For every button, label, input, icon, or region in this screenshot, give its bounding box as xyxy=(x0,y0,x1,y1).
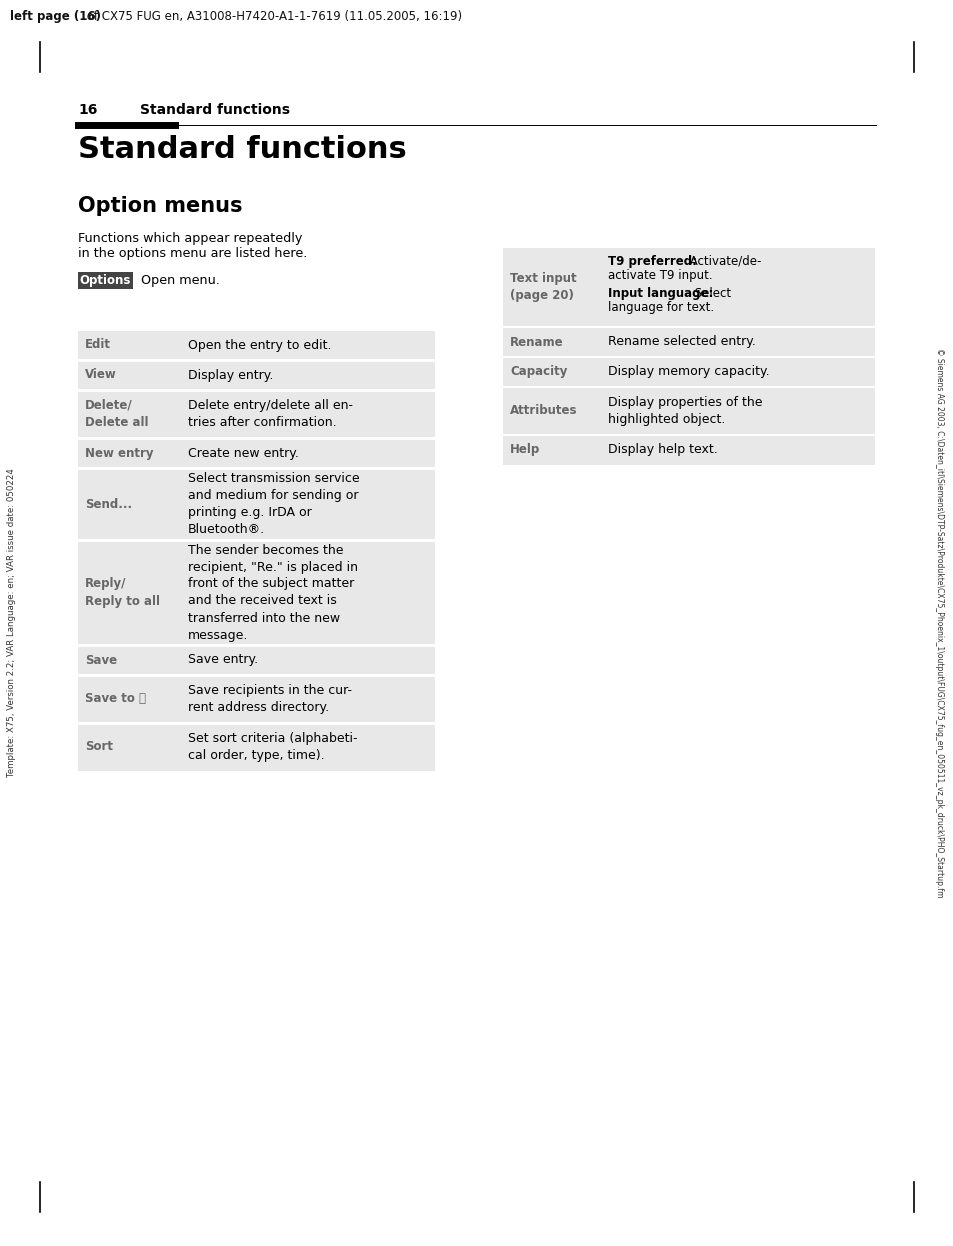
FancyBboxPatch shape xyxy=(78,360,435,390)
Text: of CX75 FUG en, A31008-H7420-A1-1-7619 (11.05.2005, 16:19): of CX75 FUG en, A31008-H7420-A1-1-7619 (… xyxy=(83,10,461,22)
Text: Input language:: Input language: xyxy=(607,287,713,300)
Text: Attributes: Attributes xyxy=(510,405,577,417)
Text: Set sort criteria (alphabeti-
cal order, type, time).: Set sort criteria (alphabeti- cal order,… xyxy=(188,731,357,763)
Text: Open the entry to edit.: Open the entry to edit. xyxy=(188,339,331,351)
Text: Save to ⨿: Save to ⨿ xyxy=(85,693,146,705)
FancyBboxPatch shape xyxy=(78,330,435,360)
Text: 16: 16 xyxy=(78,103,97,117)
Text: language for text.: language for text. xyxy=(607,302,714,314)
FancyBboxPatch shape xyxy=(502,435,874,465)
Text: Activate/de-: Activate/de- xyxy=(685,255,760,268)
Text: Sort: Sort xyxy=(85,740,112,754)
Text: Select: Select xyxy=(690,287,730,300)
FancyBboxPatch shape xyxy=(502,358,874,388)
Text: Capacity: Capacity xyxy=(510,365,567,379)
Text: Delete/
Delete all: Delete/ Delete all xyxy=(85,399,149,430)
Text: Edit: Edit xyxy=(85,339,111,351)
Text: Reply/
Reply to all: Reply/ Reply to all xyxy=(85,577,160,608)
FancyBboxPatch shape xyxy=(78,439,435,468)
Text: Display memory capacity.: Display memory capacity. xyxy=(607,365,769,379)
FancyBboxPatch shape xyxy=(78,468,435,540)
Text: Display properties of the
highlighted object.: Display properties of the highlighted ob… xyxy=(607,396,761,426)
Text: Save: Save xyxy=(85,653,117,667)
Text: Open menu.: Open menu. xyxy=(141,274,219,287)
Text: Delete entry/delete all en-
tries after confirmation.: Delete entry/delete all en- tries after … xyxy=(188,399,353,429)
FancyBboxPatch shape xyxy=(78,540,435,645)
FancyBboxPatch shape xyxy=(78,645,435,675)
Text: Text input
(page 20): Text input (page 20) xyxy=(510,272,576,303)
FancyBboxPatch shape xyxy=(78,675,435,723)
Text: Save recipients in the cur-
rent address directory.: Save recipients in the cur- rent address… xyxy=(188,684,352,714)
Text: Display help text.: Display help text. xyxy=(607,444,717,456)
Text: Save entry.: Save entry. xyxy=(188,653,258,667)
Text: Select transmission service
and medium for sending or
printing e.g. IrDA or
Blue: Select transmission service and medium f… xyxy=(188,472,359,536)
Text: Standard functions: Standard functions xyxy=(78,135,406,164)
Text: left page (16): left page (16) xyxy=(10,10,101,22)
Text: Options: Options xyxy=(80,274,132,287)
Text: Option menus: Option menus xyxy=(78,196,242,216)
Text: Help: Help xyxy=(510,444,539,456)
FancyBboxPatch shape xyxy=(78,272,132,289)
Text: Functions which appear repeatedly: Functions which appear repeatedly xyxy=(78,232,302,245)
Text: T9 preferred:: T9 preferred: xyxy=(607,255,697,268)
FancyBboxPatch shape xyxy=(502,247,874,326)
Text: activate T9 input.: activate T9 input. xyxy=(607,269,712,282)
Text: in the options menu are listed here.: in the options menu are listed here. xyxy=(78,247,307,260)
Text: Display entry.: Display entry. xyxy=(188,369,274,381)
Text: Send...: Send... xyxy=(85,497,132,511)
Text: View: View xyxy=(85,369,116,381)
FancyBboxPatch shape xyxy=(502,326,874,358)
Text: © Siemens AG 2003, C:\Daten_itl\Siemens\DTP-Satz\Produkte\CX75_Phoenix_1\output\: © Siemens AG 2003, C:\Daten_itl\Siemens\… xyxy=(935,348,943,898)
FancyBboxPatch shape xyxy=(502,388,874,435)
FancyBboxPatch shape xyxy=(78,390,435,439)
Text: The sender becomes the
recipient, "Re." is placed in
front of the subject matter: The sender becomes the recipient, "Re." … xyxy=(188,543,357,642)
Text: Rename: Rename xyxy=(510,335,563,349)
Text: Create new entry.: Create new entry. xyxy=(188,446,298,460)
Text: New entry: New entry xyxy=(85,446,153,460)
Text: Standard functions: Standard functions xyxy=(140,103,290,117)
FancyBboxPatch shape xyxy=(78,723,435,771)
Text: Template: X75, Version 2.2; VAR Language: en; VAR issue date: 050224: Template: X75, Version 2.2; VAR Language… xyxy=(8,468,16,778)
Text: Rename selected entry.: Rename selected entry. xyxy=(607,335,755,349)
